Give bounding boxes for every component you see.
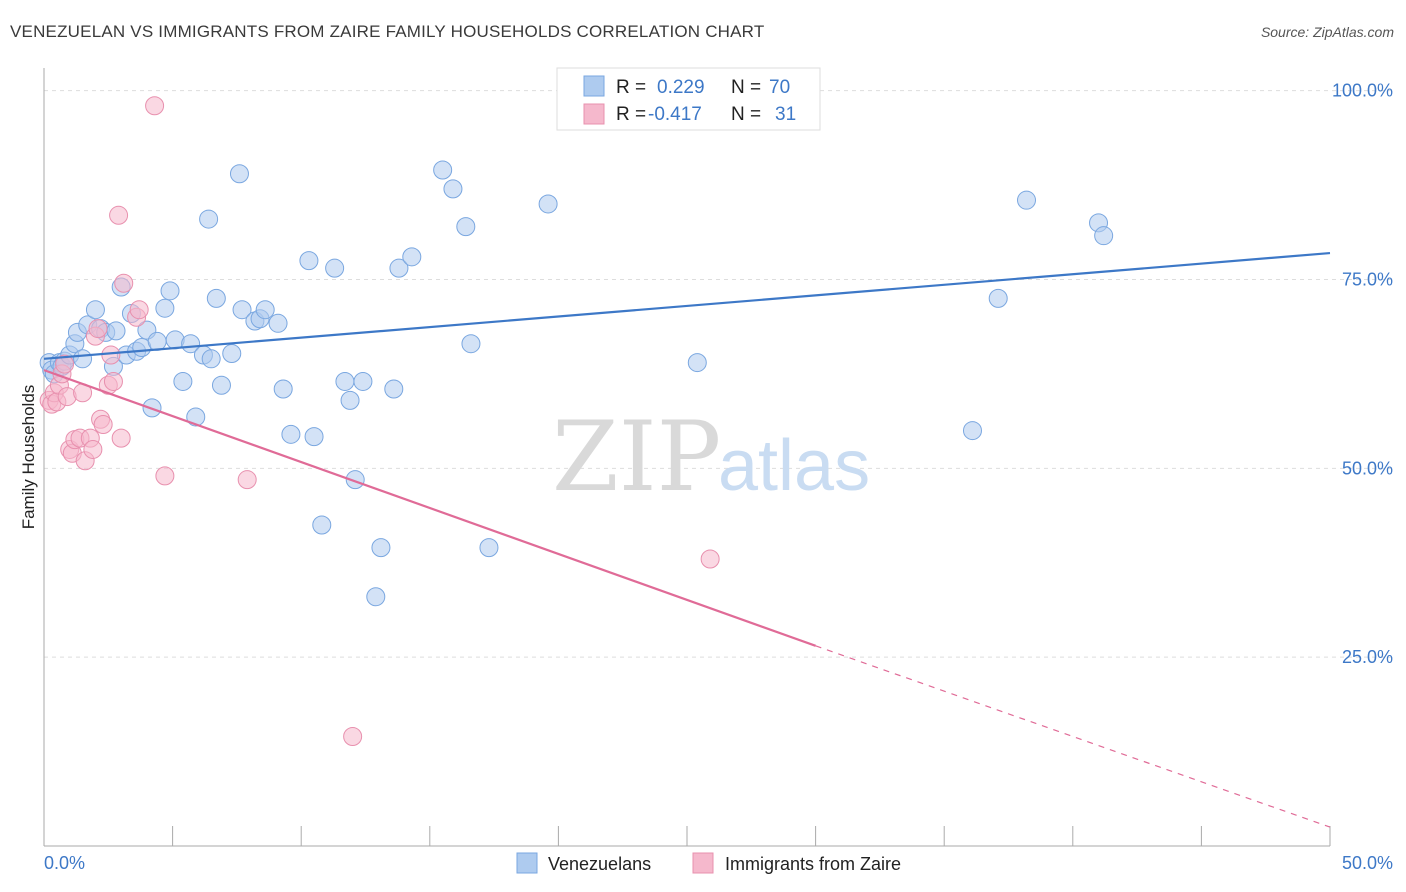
series-venezuelans: [39, 81, 1114, 607]
venezuelan-point: [461, 334, 481, 354]
x-axis-ticks: [43, 826, 1331, 846]
chart-title: VENEZUELAN VS IMMIGRANTS FROM ZAIRE FAMI…: [10, 22, 765, 41]
venezuelan-point: [281, 424, 301, 444]
venezuelan-point: [366, 587, 386, 607]
legend-swatch-blue: [583, 75, 605, 97]
series-legend: Venezuelans Immigrants from Zaire: [516, 852, 901, 874]
venezuelan-point: [304, 427, 324, 447]
venezuelan-point: [186, 407, 206, 427]
venezuelan-point: [268, 313, 288, 333]
bottom-legend-label-venezuelans: Venezuelans: [548, 854, 651, 874]
zaire-point: [88, 319, 108, 339]
x-tick-label-max: 50.0%: [1342, 853, 1393, 873]
legend-r-value-pink: -0.417: [648, 104, 702, 125]
zaire-point: [700, 549, 720, 569]
y-tick-label: 50.0%: [1342, 458, 1393, 478]
zaire-point: [114, 273, 134, 293]
venezuelan-point: [340, 390, 360, 410]
series-immigrants-from-zaire: [39, 96, 720, 746]
venezuelan-point: [106, 321, 126, 341]
venezuelan-point: [299, 251, 319, 271]
venezuelan-point: [456, 217, 476, 237]
legend-r-label-blue: R =: [616, 77, 646, 98]
legend-r-label-pink: R =: [616, 104, 646, 125]
zaire-point: [103, 371, 123, 391]
zaire-point: [93, 415, 113, 435]
venezuelan-point: [335, 371, 355, 391]
venezuelan-point: [312, 515, 332, 535]
bottom-legend-label-zaire: Immigrants from Zaire: [725, 854, 901, 874]
trend-line-zaire: [43, 369, 816, 647]
zaire-point: [145, 96, 165, 116]
legend-r-value-blue: 0.229: [657, 77, 705, 98]
venezuelan-point: [687, 353, 707, 373]
y-tick-label: 75.0%: [1342, 269, 1393, 289]
venezuelan-point: [479, 538, 499, 558]
trend-line-zaire-extrapolated: [815, 645, 1331, 828]
venezuelan-point: [232, 300, 252, 320]
venezuelan-point: [160, 281, 180, 301]
bottom-legend-swatch-zaire: [692, 852, 714, 874]
legend-swatch-pink: [583, 103, 605, 125]
venezuelan-point: [538, 194, 558, 214]
venezuelan-point: [345, 470, 365, 490]
watermark: ZIP atlas: [552, 401, 870, 513]
zaire-point: [155, 466, 175, 486]
venezuelan-point: [371, 538, 391, 558]
trend-line-venezuelans: [43, 251, 1331, 360]
venezuelan-point: [1094, 226, 1114, 246]
trend-lines: [43, 251, 1331, 828]
venezuelan-point: [962, 421, 982, 441]
venezuelan-point: [147, 331, 167, 351]
zaire-point: [129, 300, 149, 320]
venezuelan-point: [173, 371, 193, 391]
watermark-atlas: atlas: [718, 426, 870, 506]
venezuelan-point: [273, 379, 293, 399]
venezuelan-point: [229, 164, 249, 184]
venezuelan-point: [85, 300, 105, 320]
bottom-legend-swatch-venezuelans: [516, 852, 538, 874]
venezuelan-point: [211, 375, 231, 395]
zaire-point: [109, 205, 129, 225]
stats-legend: R = 0.229 N = 70 R = -0.417 N = 31: [556, 67, 821, 131]
zaire-point: [343, 726, 363, 746]
venezuelan-point: [384, 379, 404, 399]
zaire-point: [111, 428, 131, 448]
legend-n-value-blue: 70: [769, 77, 790, 98]
zaire-point: [101, 345, 121, 365]
legend-n-label-blue: N =: [731, 77, 761, 98]
y-axis-tick-labels: 25.0% 50.0% 75.0% 100.0%: [1332, 81, 1393, 668]
venezuelan-point: [73, 349, 93, 369]
chart-source: Source: ZipAtlas.com: [1260, 24, 1394, 40]
venezuelan-point: [353, 371, 373, 391]
venezuelan-point: [443, 179, 463, 199]
legend-n-value-pink: 31: [775, 104, 796, 125]
venezuelan-point: [433, 160, 453, 180]
zaire-point: [83, 439, 103, 459]
watermark-zip: ZIP: [552, 401, 721, 513]
venezuelan-point: [325, 258, 345, 278]
y-tick-label: 100.0%: [1332, 81, 1393, 101]
venezuelan-point: [222, 344, 242, 364]
venezuelan-point: [1017, 190, 1037, 210]
zaire-point: [237, 470, 257, 490]
venezuelan-point: [402, 247, 422, 267]
venezuelan-point: [389, 258, 409, 278]
venezuelan-point: [988, 288, 1008, 308]
venezuelan-point: [206, 288, 226, 308]
x-tick-label-min: 0.0%: [44, 853, 85, 873]
venezuelan-point: [155, 298, 175, 318]
venezuelan-point: [199, 209, 219, 229]
legend-n-label-pink: N =: [731, 104, 761, 125]
zaire-point: [55, 354, 75, 374]
venezuelan-point: [201, 349, 221, 369]
venezuelan-point: [255, 300, 275, 320]
y-axis-label: Family Households: [19, 385, 38, 530]
y-tick-label: 25.0%: [1342, 647, 1393, 667]
